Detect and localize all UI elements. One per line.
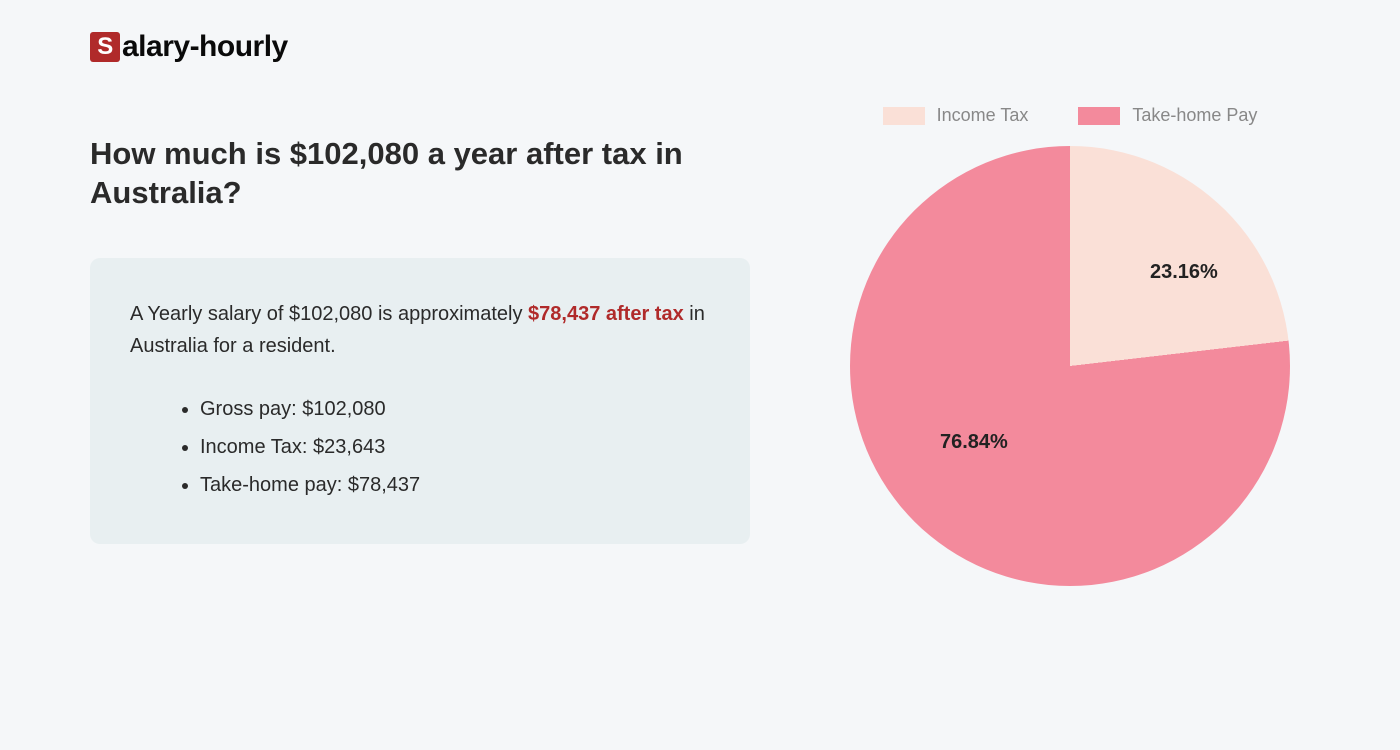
pie-legend: Income Tax Take-home Pay	[800, 105, 1340, 126]
summary-text: A Yearly salary of $102,080 is approxima…	[130, 298, 710, 362]
breakdown-list: Gross pay: $102,080 Income Tax: $23,643 …	[130, 390, 710, 504]
legend-swatch	[883, 107, 925, 125]
summary-highlight: $78,437 after tax	[528, 303, 684, 325]
page-heading: How much is $102,080 a year after tax in…	[90, 135, 750, 213]
summary-box: A Yearly salary of $102,080 is approxima…	[90, 258, 750, 544]
legend-label: Take-home Pay	[1132, 105, 1257, 126]
pie-slice-label: 23.16%	[1150, 261, 1218, 284]
pie-chart: 23.16% 76.84%	[850, 146, 1290, 586]
breakdown-item: Income Tax: $23,643	[200, 428, 710, 466]
chart-area: Income Tax Take-home Pay 23.16% 76.84%	[800, 105, 1340, 586]
legend-swatch	[1078, 107, 1120, 125]
legend-item-take-home: Take-home Pay	[1078, 105, 1257, 126]
pie-slice-label: 76.84%	[940, 431, 1008, 454]
logo-badge: S	[90, 32, 120, 62]
site-logo: Salary-hourly	[90, 30, 288, 64]
breakdown-item: Take-home pay: $78,437	[200, 466, 710, 504]
legend-label: Income Tax	[937, 105, 1029, 126]
breakdown-item: Gross pay: $102,080	[200, 390, 710, 428]
logo-text: alary-hourly	[122, 30, 288, 64]
content-left: How much is $102,080 a year after tax in…	[90, 135, 750, 544]
legend-item-income-tax: Income Tax	[883, 105, 1029, 126]
summary-prefix: A Yearly salary of $102,080 is approxima…	[130, 303, 528, 325]
pie-graphic	[850, 146, 1290, 586]
